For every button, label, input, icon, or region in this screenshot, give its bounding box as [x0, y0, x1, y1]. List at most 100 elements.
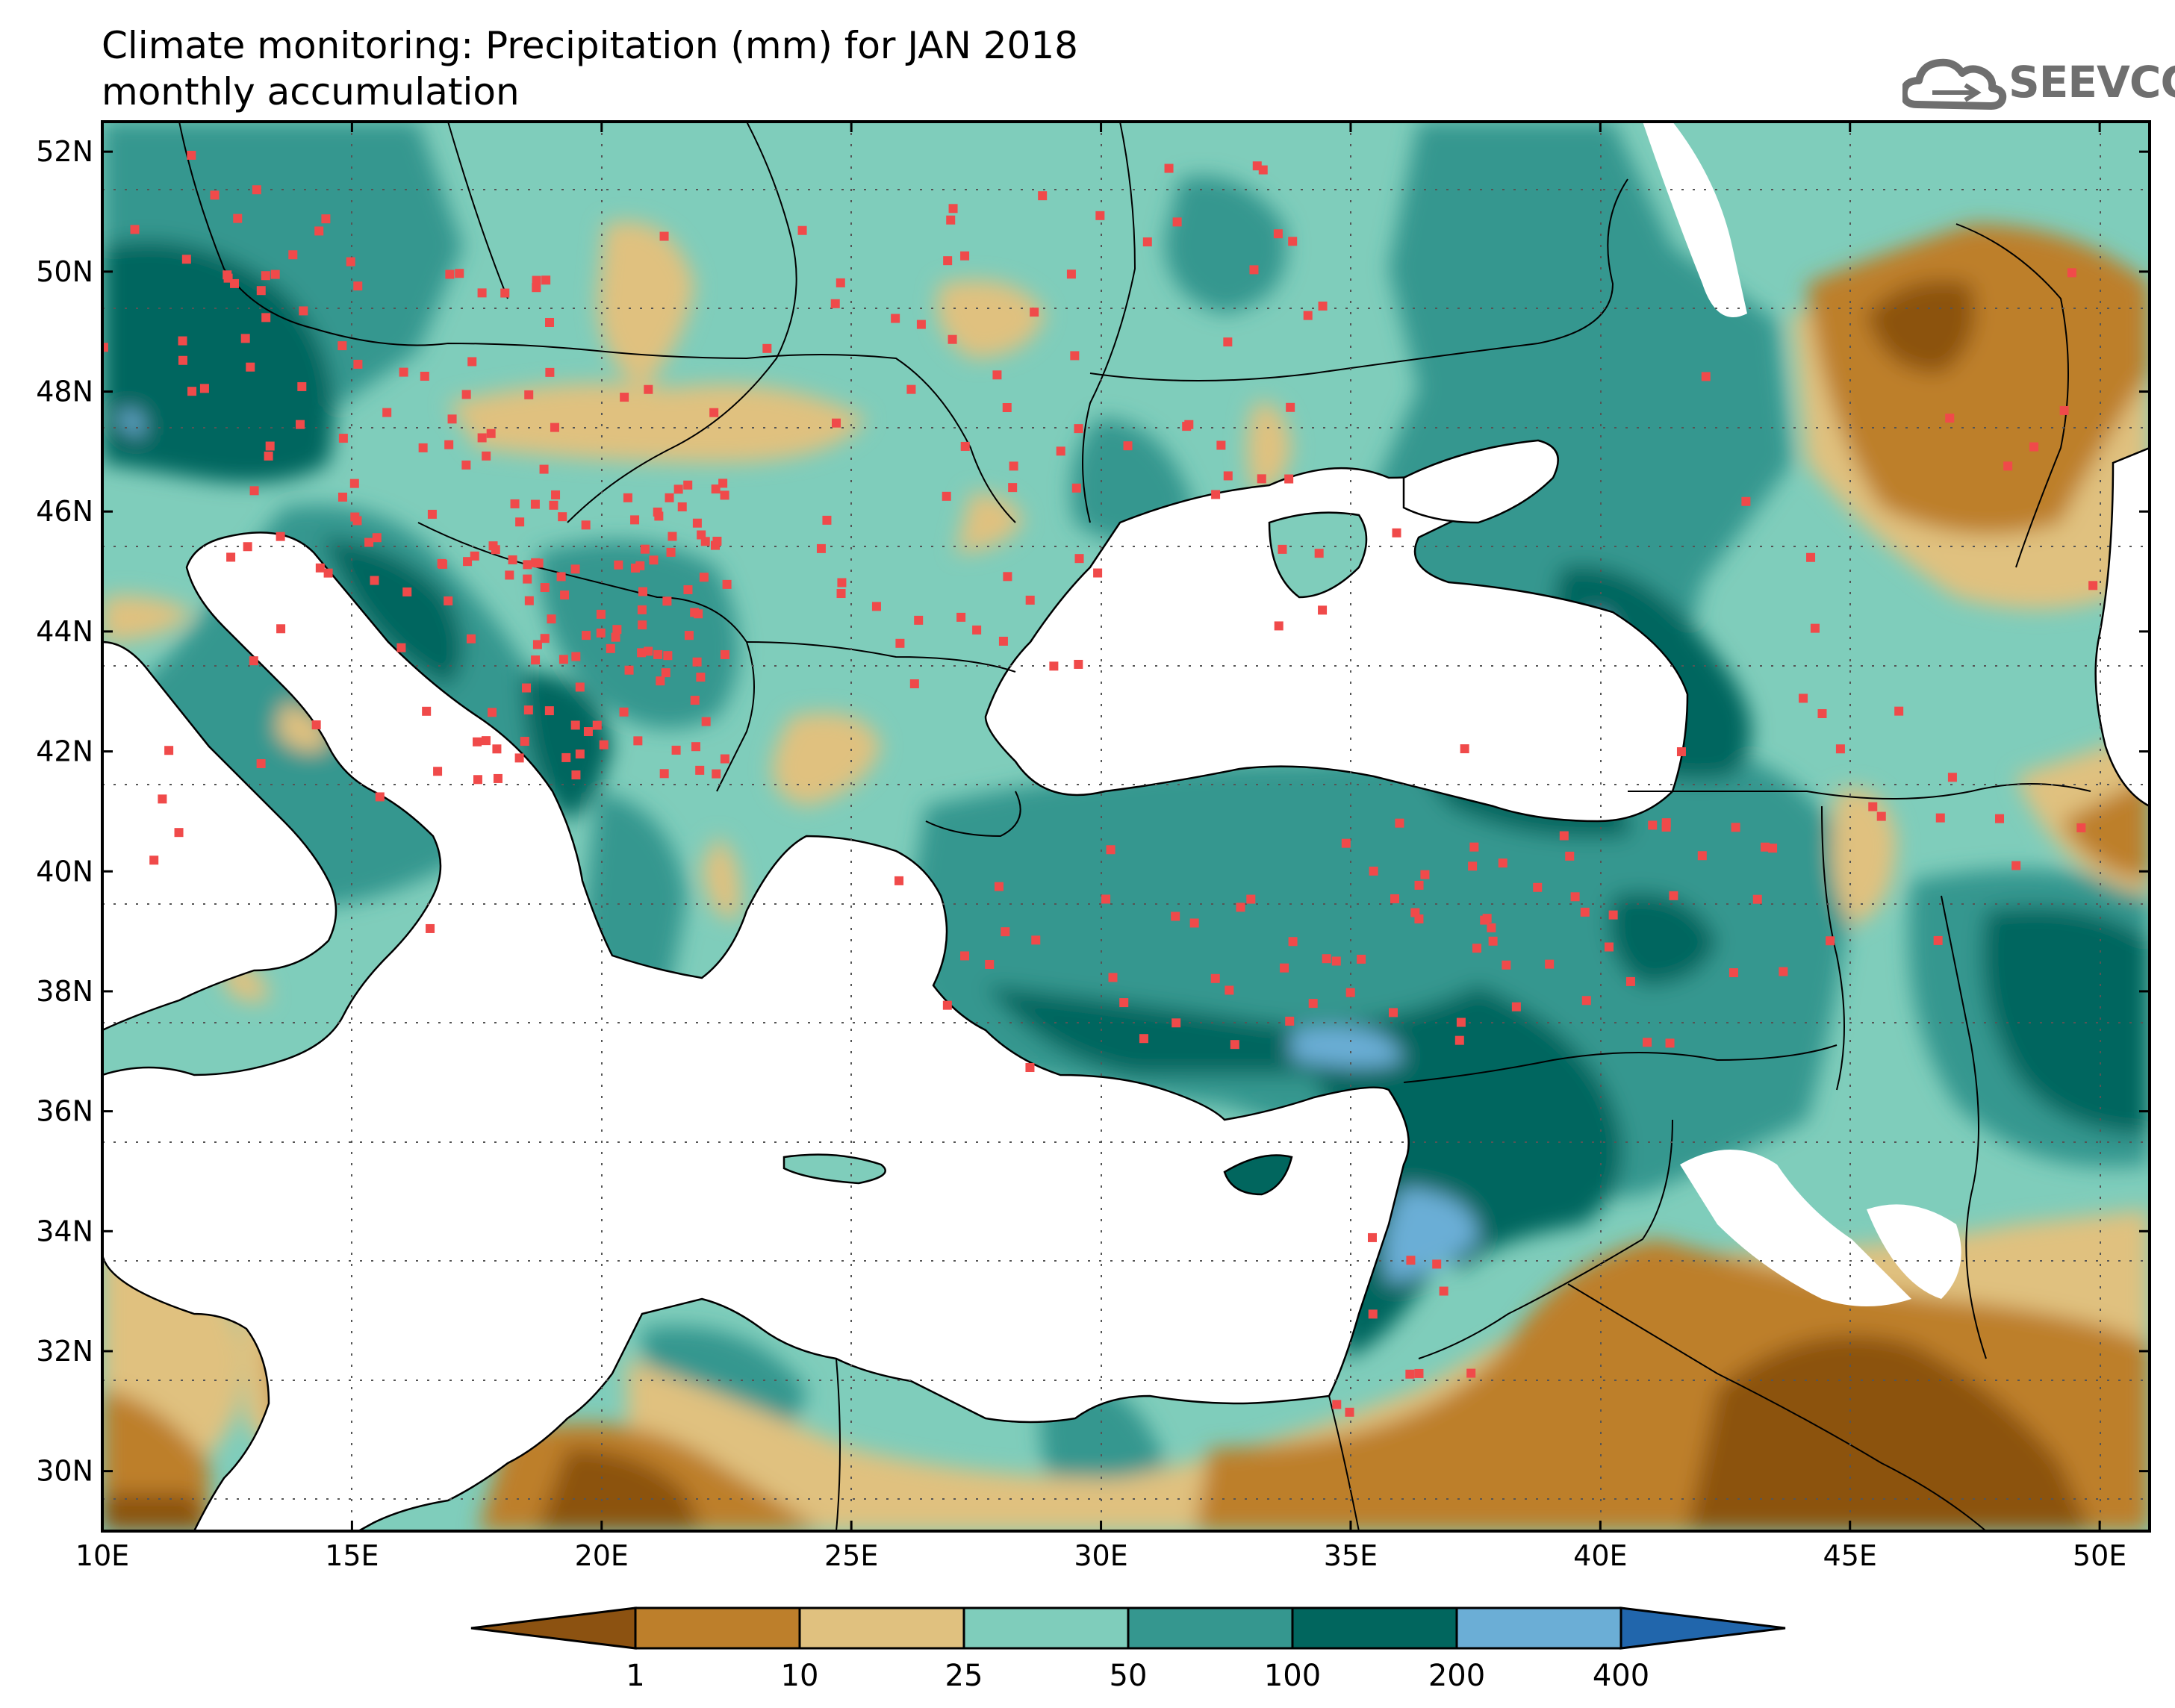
station-marker — [956, 612, 966, 622]
station-marker — [532, 283, 541, 293]
station-marker — [276, 532, 285, 541]
station-marker — [1074, 554, 1084, 564]
station-marker — [709, 408, 719, 417]
station-marker — [1488, 936, 1498, 946]
station-marker — [461, 390, 471, 399]
station-marker — [690, 696, 700, 705]
station-marker — [524, 390, 534, 399]
station-marker — [1460, 744, 1469, 754]
station-marker — [249, 656, 258, 666]
station-marker — [288, 250, 298, 260]
station-marker — [822, 515, 832, 525]
lon-tick-label: 35E — [1324, 1539, 1378, 1572]
station-marker — [264, 451, 273, 461]
station-marker — [530, 499, 540, 509]
lat-tick-label: 36N — [36, 1095, 93, 1128]
station-marker — [246, 362, 255, 372]
station-marker — [619, 707, 629, 717]
station-marker — [695, 765, 705, 775]
station-marker — [1223, 471, 1233, 481]
lat-tick-label: 38N — [36, 975, 93, 1008]
lon-tick-label: 10E — [75, 1539, 129, 1572]
station-marker — [240, 334, 250, 343]
station-marker — [2059, 405, 2069, 415]
station-marker — [1331, 956, 1341, 966]
station-marker — [1273, 229, 1283, 239]
station-marker — [447, 414, 457, 424]
legend-label: 200 — [1428, 1659, 1485, 1693]
station-marker — [560, 590, 570, 600]
station-marker — [297, 381, 307, 391]
lon-tick-label: 45E — [1823, 1539, 1877, 1572]
station-marker — [418, 443, 428, 452]
station-marker — [130, 225, 140, 234]
station-marker — [614, 560, 623, 570]
station-marker — [1414, 1368, 1424, 1378]
station-marker — [558, 512, 567, 522]
station-marker — [1935, 813, 1945, 823]
station-marker — [532, 275, 541, 285]
station-marker — [1274, 621, 1283, 631]
legend-label: 1 — [626, 1659, 644, 1693]
station-marker — [1625, 976, 1635, 986]
station-marker — [102, 343, 108, 352]
station-marker — [338, 434, 348, 443]
station-marker — [158, 794, 167, 804]
station-marker — [1581, 996, 1591, 1006]
station-marker — [547, 614, 556, 624]
station-marker — [1368, 1309, 1378, 1319]
station-marker — [550, 423, 559, 432]
station-marker — [571, 652, 581, 661]
station-marker — [656, 676, 665, 686]
station-marker — [1665, 1038, 1675, 1048]
station-marker — [482, 451, 491, 461]
station-marker — [402, 587, 412, 596]
station-marker — [1056, 446, 1065, 456]
station-marker — [522, 683, 532, 693]
station-marker — [2029, 442, 2039, 452]
station-marker — [671, 745, 681, 755]
station-marker — [544, 706, 554, 716]
station-marker — [164, 746, 174, 755]
station-marker — [1945, 414, 1955, 423]
station-marker — [249, 486, 259, 496]
station-marker — [635, 561, 645, 570]
lat-tick-label: 42N — [36, 735, 93, 768]
station-marker — [1025, 595, 1035, 605]
station-marker — [433, 767, 443, 776]
station-marker — [558, 655, 568, 664]
station-marker — [1318, 605, 1328, 615]
station-marker — [1246, 894, 1256, 904]
station-marker — [337, 492, 347, 502]
station-marker — [1285, 1016, 1295, 1026]
station-marker — [666, 547, 676, 557]
station-marker — [916, 320, 926, 329]
station-marker — [575, 749, 585, 759]
station-marker — [1225, 985, 1234, 995]
station-marker — [630, 515, 640, 525]
title-line-2: monthly accumulation — [102, 70, 520, 113]
station-marker — [252, 185, 261, 195]
station-marker — [691, 742, 700, 752]
station-marker — [1395, 818, 1404, 828]
station-marker — [644, 646, 653, 656]
station-marker — [1729, 968, 1738, 978]
station-marker — [690, 608, 700, 617]
station-marker — [1003, 572, 1012, 582]
station-marker — [2011, 861, 2021, 870]
station-marker — [1511, 1002, 1521, 1012]
station-marker — [296, 420, 305, 429]
title-line-1: Climate monitoring: Precipitation (mm) f… — [102, 24, 1078, 67]
station-marker — [1093, 568, 1103, 578]
station-marker — [1868, 802, 1878, 811]
station-marker — [611, 632, 620, 642]
station-marker — [556, 572, 566, 582]
station-marker — [1826, 936, 1835, 946]
lat-tick-label: 40N — [36, 855, 93, 888]
station-marker — [1223, 337, 1233, 347]
station-marker — [942, 1000, 952, 1010]
station-marker — [1236, 903, 1245, 912]
station-marker — [226, 552, 236, 562]
station-marker — [998, 636, 1008, 646]
station-marker — [524, 596, 534, 605]
